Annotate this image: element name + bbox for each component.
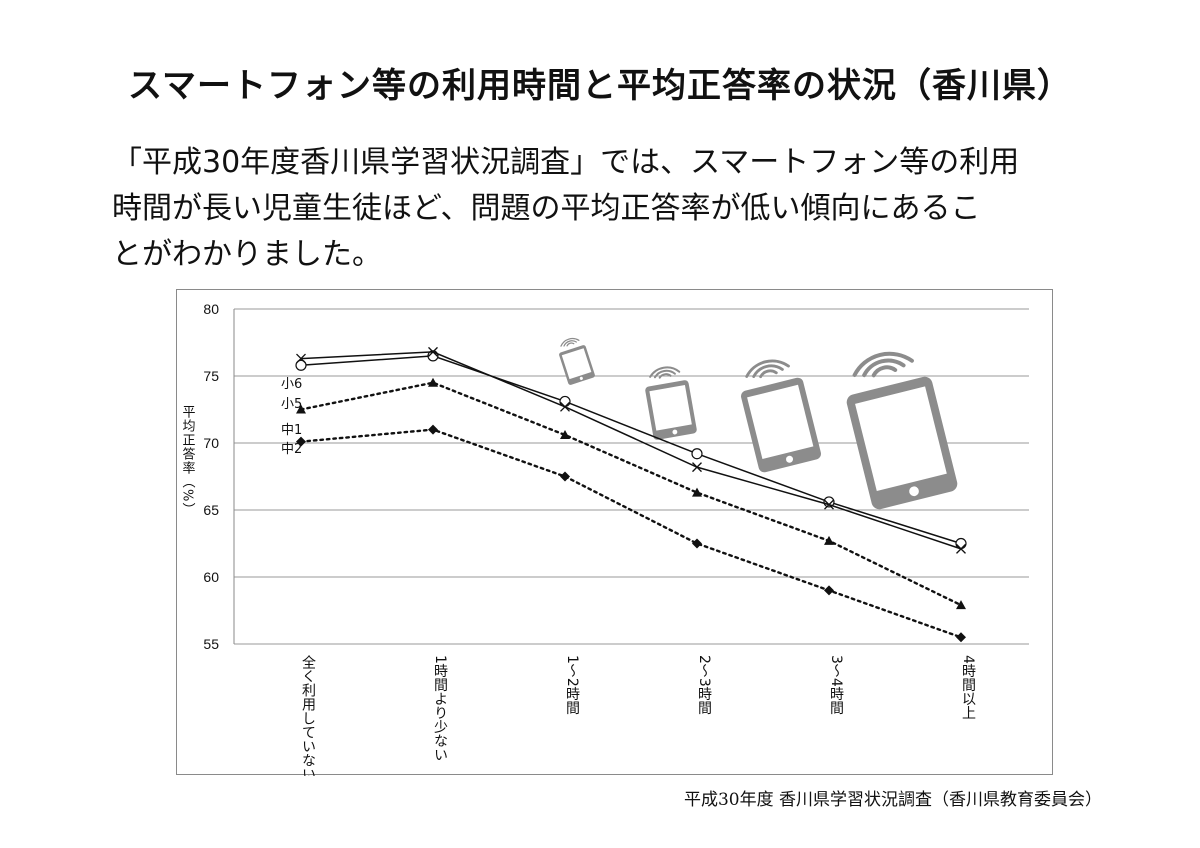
tablet-wifi-icon-1 [559, 338, 595, 385]
intro-line-1: 「平成30年度香川県学習状況調査」では、スマートフォン等の利用 [112, 145, 1020, 180]
x-tick-label: 3〜4時間 [828, 655, 844, 716]
y-tick-label: 60 [203, 569, 219, 585]
tablet-wifi-icon-3 [741, 359, 821, 473]
page-title: スマートフォン等の利用時間と平均正答率の状況（香川県） [128, 66, 1072, 106]
wifi-arc [658, 373, 672, 379]
data-point [296, 436, 306, 447]
tablet-screen [747, 384, 814, 460]
data-point [692, 538, 702, 549]
y-tick-label: 75 [203, 368, 219, 384]
series-line-4 [299, 428, 963, 639]
wifi-arc [862, 358, 906, 378]
x-tick-label: 4時間以上 [960, 655, 976, 720]
x-tick-label: 2〜3時間 [696, 655, 712, 716]
data-point [956, 632, 966, 643]
x-tick-label: 1〜2時間 [564, 655, 580, 716]
wifi-arc [563, 340, 577, 347]
data-point [295, 359, 307, 371]
tablet-wifi-icon-2 [645, 366, 697, 440]
wifi-arc [566, 342, 575, 347]
tablet-screen [855, 386, 947, 492]
y-axis-label: 平均正答率（%） [180, 405, 196, 516]
tablet-screen [649, 385, 692, 431]
tablet-button [786, 455, 794, 463]
data-point [824, 499, 834, 510]
source-note: 平成30年度 香川県学習状況調査（香川県教育委員会） [683, 790, 1102, 810]
data-point [691, 448, 703, 460]
series-label: 小6 [281, 377, 302, 392]
series-label: 中1 [281, 423, 302, 438]
data-point [692, 487, 702, 497]
y-tick-label: 55 [203, 636, 219, 652]
intro-text: 「平成30年度香川県学習状況調査」では、スマートフォン等の利用 時間が長い児童生… [112, 140, 1102, 278]
x-tick-label: 1時間より少ない [432, 655, 448, 762]
intro-line-3: とがわかりました。 [112, 237, 382, 272]
series-line-2 [300, 351, 962, 550]
data-point [560, 429, 570, 439]
data-point [296, 404, 306, 414]
tablet-screen [561, 348, 592, 380]
wifi-arc [759, 369, 778, 379]
data-point [956, 543, 966, 554]
series-line-1 [300, 355, 962, 545]
series-line-3 [299, 381, 963, 607]
wifi-arc [653, 369, 676, 379]
tablet-wifi-icon-4 [846, 351, 958, 510]
intro-line-2: 時間が長い児童生徒ほど、問題の平均正答率が低い傾向にあるこ [112, 191, 981, 226]
y-tick-label: 70 [203, 435, 219, 451]
wifi-arc [560, 338, 580, 347]
data-point [956, 600, 966, 610]
data-point [428, 377, 438, 387]
data-point [560, 401, 570, 412]
line-chart: 55 60 65 70 75 80 平均正答率（%） 全く利用していない 1時間より少ない 1〜2… [180, 301, 1029, 776]
wifi-arc [745, 359, 790, 378]
tablet-button [579, 376, 583, 380]
y-tick-label: 65 [203, 502, 219, 518]
x-tick-label: 全く利用していない [300, 654, 316, 776]
tablet-button [672, 429, 678, 435]
data-point [296, 353, 306, 364]
data-point [428, 346, 438, 357]
wifi-arc [752, 364, 784, 378]
wifi-arc [649, 366, 681, 378]
wifi-arc [871, 365, 898, 378]
series-label: 中2 [281, 442, 302, 457]
wifi-arc [852, 351, 914, 377]
data-point [824, 585, 834, 596]
data-point [824, 535, 834, 545]
tablet-button [909, 486, 919, 497]
data-point [560, 471, 570, 482]
series-label: 小5 [281, 397, 302, 412]
y-tick-label: 80 [203, 301, 219, 317]
chart-frame: 55 60 65 70 75 80 平均正答率（%） 全く利用していない 1時間より少ない 1〜2… [176, 289, 1053, 776]
data-point [428, 424, 438, 435]
data-point [692, 462, 702, 473]
